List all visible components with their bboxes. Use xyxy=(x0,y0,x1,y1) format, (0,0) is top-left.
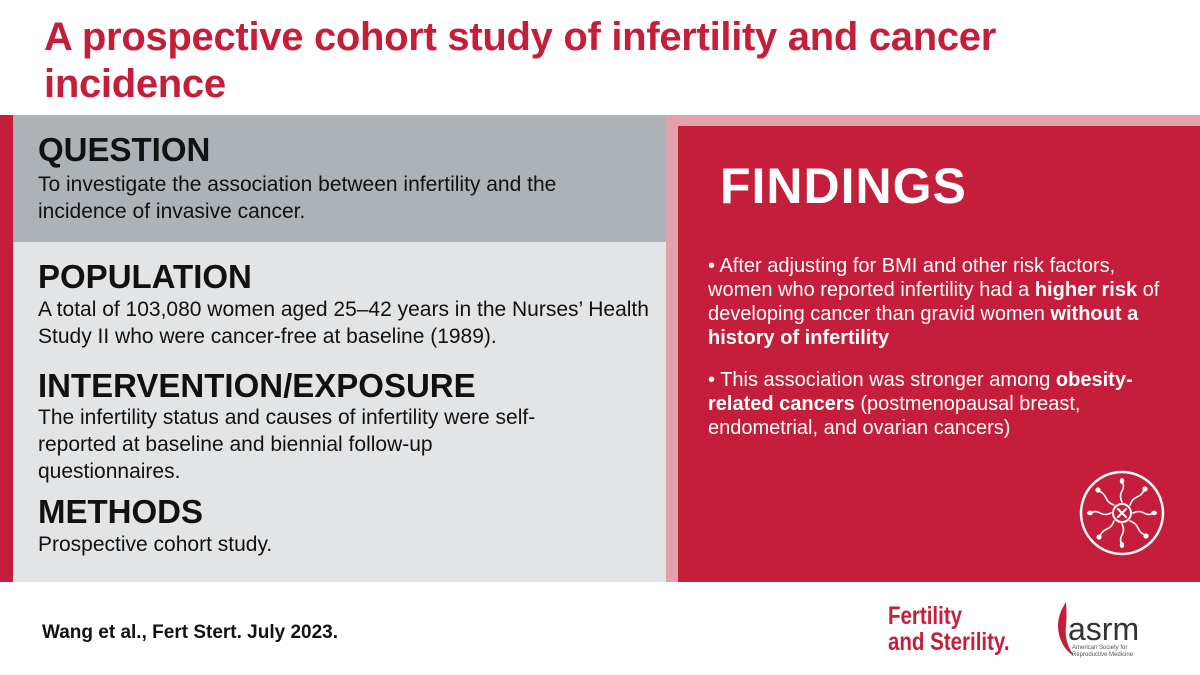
findings-heading: FINDINGS xyxy=(720,158,967,214)
question-panel xyxy=(13,115,666,242)
methods-text: Prospective cohort study. xyxy=(38,533,273,556)
left-accent-bar xyxy=(0,115,13,582)
journal-logo: Fertility and Sterility. xyxy=(888,603,1010,655)
question-text: To investigate the association between i… xyxy=(38,173,557,223)
details-panel xyxy=(13,242,666,582)
intervention-heading: INTERVENTION/EXPOSURE xyxy=(38,367,476,404)
asrm-logo-text: asrm xyxy=(1068,611,1139,647)
question-heading: QUESTION xyxy=(38,131,211,168)
citation: Wang et al., Fert Stert. July 2023. xyxy=(42,622,339,643)
page-title: A prospective cohort study of infertilit… xyxy=(44,15,996,106)
population-text: A total of 103,080 women aged 25–42 year… xyxy=(38,298,649,348)
finding-bullet-2: • This association was stronger among ob… xyxy=(708,369,1133,439)
asrm-logo-subtitle-2: Reproductive Medicine xyxy=(1072,652,1134,658)
intervention-text: The infertility status and causes of inf… xyxy=(38,406,536,483)
asrm-logo-subtitle-1: American Society for xyxy=(1072,645,1127,651)
journal-logo-line-2: and Sterility. xyxy=(888,628,1010,656)
sperm-egg-icon xyxy=(1079,470,1165,556)
journal-logo-line-1: Fertility xyxy=(888,602,963,630)
finding-bullet-1: • After adjusting for BMI and other risk… xyxy=(708,255,1160,349)
asrm-logo: asrm American Society for Reproductive M… xyxy=(1058,602,1139,658)
findings-panel xyxy=(678,126,1200,582)
methods-heading: METHODS xyxy=(38,493,203,530)
population-heading: POPULATION xyxy=(38,258,252,295)
